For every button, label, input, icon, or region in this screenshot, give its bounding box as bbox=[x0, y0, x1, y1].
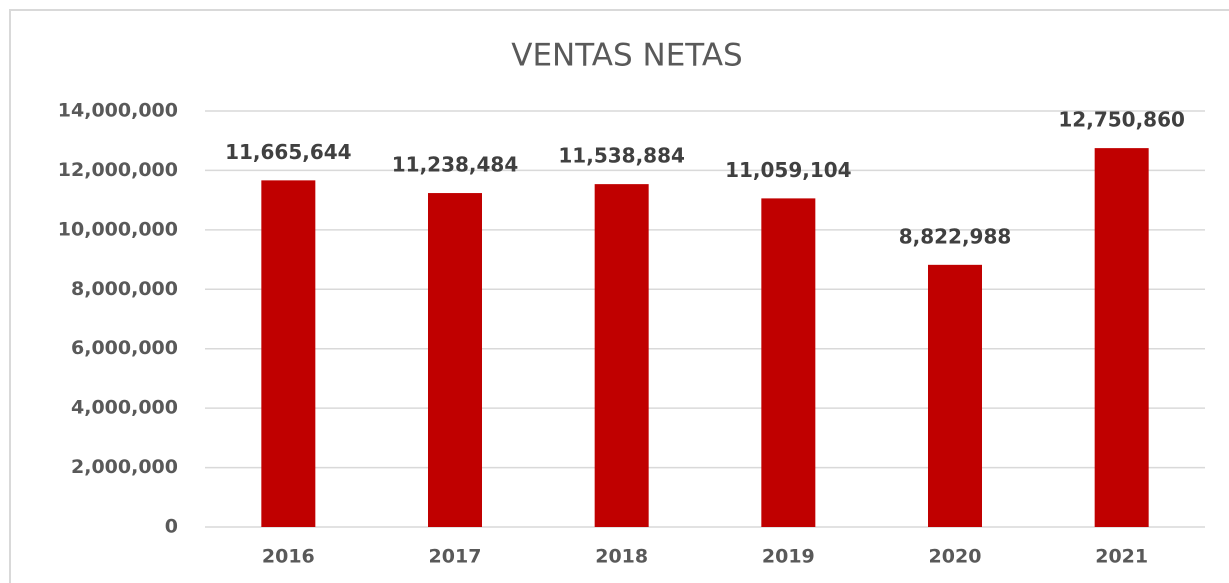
y-tick-label: 6,000,000 bbox=[71, 337, 178, 359]
data-label: 11,238,484 bbox=[392, 153, 519, 177]
bar bbox=[761, 198, 816, 527]
x-tick-label: 2016 bbox=[262, 546, 315, 568]
data-label: 12,750,860 bbox=[1058, 108, 1185, 132]
x-tick-label: 2019 bbox=[762, 546, 815, 568]
x-tick-label: 2020 bbox=[929, 546, 982, 568]
bar bbox=[261, 180, 316, 528]
y-tick-label: 2,000,000 bbox=[71, 456, 178, 478]
data-label: 8,822,988 bbox=[899, 224, 1012, 248]
data-label: 11,665,644 bbox=[225, 140, 352, 164]
x-tick-label: 2017 bbox=[429, 546, 482, 568]
data-label: 11,059,104 bbox=[725, 158, 852, 182]
y-tick-label: 12,000,000 bbox=[58, 159, 178, 181]
y-tick-label: 0 bbox=[165, 516, 178, 538]
chart-title: VENTAS NETAS bbox=[511, 38, 742, 74]
bar bbox=[594, 184, 649, 527]
x-tick-label: 2018 bbox=[595, 546, 648, 568]
data-label: 11,538,884 bbox=[558, 144, 685, 168]
y-tick-label: 14,000,000 bbox=[58, 100, 178, 122]
bar bbox=[1094, 148, 1149, 527]
y-tick-label: 10,000,000 bbox=[58, 218, 178, 240]
y-tick-label: 8,000,000 bbox=[71, 278, 178, 300]
y-tick-label: 4,000,000 bbox=[71, 397, 178, 419]
bar bbox=[928, 264, 982, 527]
bar bbox=[428, 193, 482, 528]
x-tick-label: 2021 bbox=[1095, 546, 1148, 568]
